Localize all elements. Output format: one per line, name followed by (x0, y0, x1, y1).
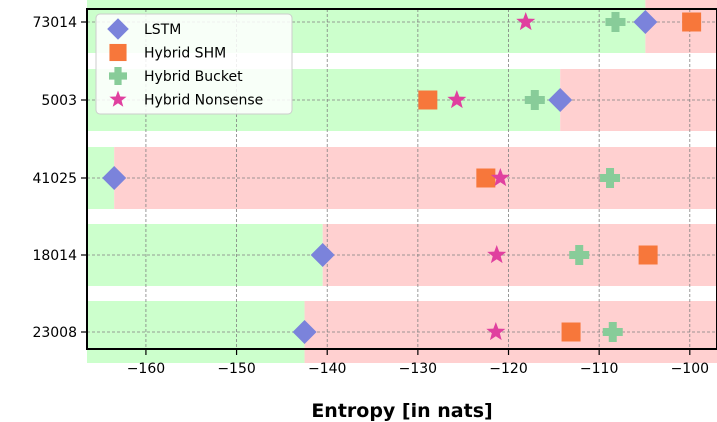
data-points (102, 10, 702, 344)
hybrid-nonsense-point-23008 (486, 322, 506, 341)
hybrid-shm-point-23008 (561, 322, 581, 342)
legend-label: Hybrid Nonsense (144, 93, 263, 109)
lstm-point-18014 (310, 243, 335, 267)
band-above-23008 (304, 301, 717, 363)
hybrid-shm-point-5003 (418, 90, 438, 110)
y-tick-label: 41025 (32, 171, 77, 187)
hybrid-bucket-point-18014 (569, 245, 590, 265)
x-tick-label: −110 (580, 361, 618, 377)
x-tick-label: −130 (399, 361, 437, 377)
hybrid-nonsense-point-18014 (487, 245, 507, 264)
legend-label: Hybrid Bucket (144, 69, 243, 85)
hybrid-nonsense-point-41025 (490, 168, 510, 187)
y-tick-label: 18014 (32, 248, 77, 264)
hybrid-nonsense-point-5003 (447, 90, 467, 109)
x-axis-ticks: −160 −150 −140 −130 −120 −110 −100 (127, 349, 709, 377)
lstm-point-41025 (102, 166, 127, 190)
hybrid-bucket-point-23008 (602, 322, 623, 342)
legend-marker-hybrid-shm (109, 43, 127, 62)
lstm-point-73014 (633, 10, 658, 34)
plot-frame (86, 8, 717, 350)
x-axis-title: Entropy [in nats] (311, 400, 492, 422)
hybrid-bucket-point-5003 (524, 90, 545, 110)
hybrid-bucket-point-73014 (605, 12, 626, 32)
hybrid-nonsense-point-73014 (516, 12, 536, 31)
legend-label: LSTM (144, 22, 181, 38)
x-tick-label: −160 (127, 361, 165, 377)
lstm-point-23008 (292, 320, 317, 344)
legend-label: Hybrid SHM (144, 46, 226, 62)
y-tick-label: 23008 (32, 325, 77, 341)
legend-marker-lstm (107, 18, 129, 40)
y-axis-ticks: 73014 5003 41025 18014 23008 (32, 15, 87, 341)
legend-marker-hybrid-nonsense (109, 90, 127, 107)
x-tick-label: −140 (308, 361, 346, 377)
y-tick-label: 73014 (32, 15, 77, 31)
y-tick-label: 5003 (41, 93, 77, 109)
hybrid-shm-point-18014 (638, 245, 658, 265)
band-above-73014 (645, 0, 717, 53)
x-tick-label: −120 (489, 361, 527, 377)
hybrid-shm-point-73014 (682, 12, 702, 32)
legend: LSTM Hybrid SHM Hybrid Bucket Hybrid Nonsen… (95, 13, 293, 115)
x-tick-label: −150 (217, 361, 255, 377)
hybrid-bucket-point-41025 (600, 168, 621, 188)
hybrid-shm-point-41025 (476, 168, 496, 188)
x-tick-label: −100 (671, 361, 709, 377)
legend-marker-hybrid-bucket (109, 67, 127, 85)
legend-box (95, 13, 293, 115)
lstm-point-5003 (548, 88, 573, 112)
